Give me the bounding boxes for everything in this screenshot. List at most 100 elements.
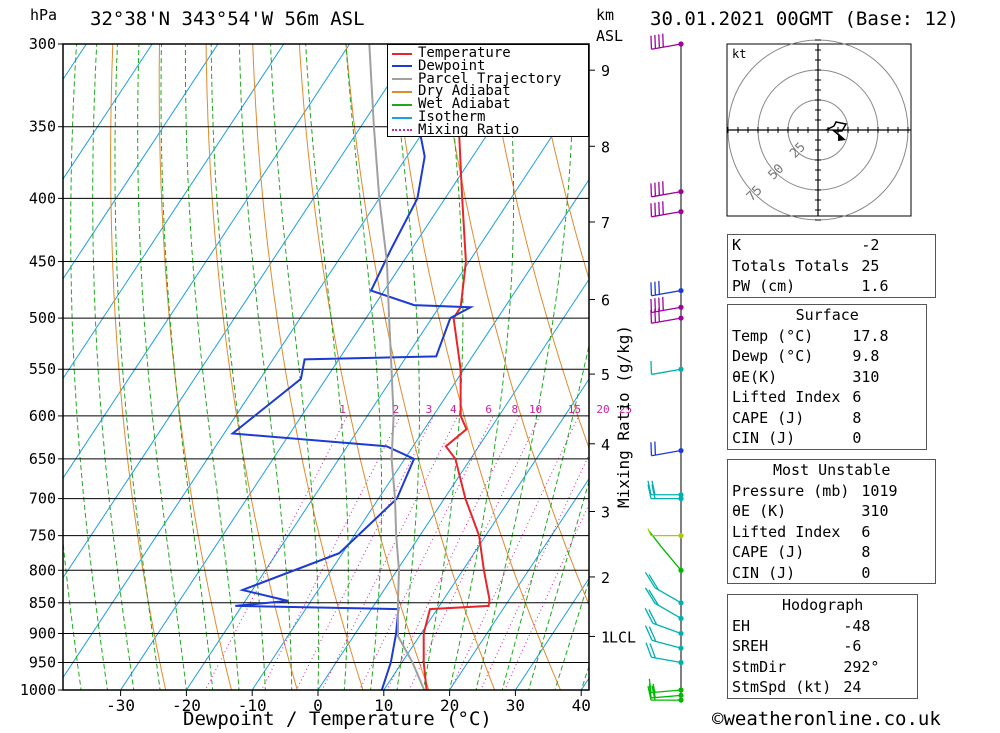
- dry-adiabat-line: [485, 44, 589, 450]
- isotherm-line: [251, 178, 589, 690]
- temperature-tick-label: 40: [572, 696, 591, 715]
- wet-adiabat-line: [501, 343, 589, 690]
- legend-label: Mixing Ratio: [418, 121, 520, 138]
- dry-adiabat-line: [345, 44, 496, 690]
- x-axis-label: Dewpoint / Temperature (°C): [183, 708, 492, 730]
- mixing-ratio-line: [295, 415, 434, 690]
- pressure-tick-label: 1000: [20, 681, 56, 699]
- wind-barb: [644, 571, 684, 606]
- wind-barb: [647, 528, 684, 539]
- mixing-ratio-label: 15: [568, 403, 581, 416]
- legend-entry: Isotherm: [392, 109, 486, 125]
- mixing-ratio-line: [386, 415, 520, 690]
- wind-barb: [650, 33, 684, 50]
- mixing-ratio-label: 2: [393, 403, 400, 416]
- km-tick-label: 3: [601, 503, 610, 521]
- isotherm-line: [514, 577, 589, 690]
- pressure-tick-label: 500: [29, 309, 56, 327]
- legend-swatch: [392, 129, 412, 132]
- pressure-tick-label: 750: [29, 527, 56, 545]
- wet-adiabat-line: [137, 44, 187, 690]
- dry-adiabat-line: [205, 44, 298, 690]
- wet-adiabat-line: [449, 44, 515, 690]
- series-dewpoint: [230, 44, 475, 690]
- wind-barb: [645, 642, 684, 666]
- km-tick-label: 1: [601, 628, 610, 646]
- dry-adiabat-line: [938, 7, 1000, 716]
- isotherm-line: [63, 44, 219, 280]
- copyright: ©weatheronline.co.uk: [712, 708, 941, 730]
- wind-barb: [650, 296, 684, 314]
- legend-swatch: [392, 52, 412, 55]
- legend-swatch: [392, 116, 412, 119]
- surface-table: Surface Temp (°C) 17.8 Dewp (°C) 9.8 θE(K)…: [727, 304, 928, 450]
- legend-label: Temperature: [418, 45, 511, 61]
- wet-adiabat-line: [391, 44, 420, 690]
- legend-label: Dewpoint: [418, 57, 486, 74]
- location-title: 32°38'N 343°54'W 56m ASL: [90, 8, 365, 30]
- wind-barb: [650, 360, 684, 376]
- lcl-label: LCL: [609, 628, 636, 646]
- pressure-tick-label: 800: [29, 561, 56, 579]
- series-parcel-trajectory: [368, 44, 426, 690]
- km-tick-label: 2: [601, 569, 610, 587]
- dry-adiabat-line: [531, 44, 589, 281]
- wind-barb: [648, 678, 684, 694]
- km-tick-label: 5: [601, 366, 610, 384]
- isotherm-line: [317, 278, 589, 690]
- mixing-ratio-line: [504, 503, 589, 690]
- legend-swatch: [392, 78, 412, 81]
- pressure-tick-label: 600: [29, 407, 56, 425]
- legend-entry: Temperature: [392, 45, 511, 61]
- legend-label: Isotherm: [418, 109, 486, 125]
- mixing-ratio-line: [260, 415, 401, 690]
- isotherm-line: [383, 378, 589, 690]
- index-row-totals: Totals Totals 25: [732, 256, 880, 275]
- dry-adiabat-line: [158, 44, 233, 690]
- pressure-tick-label: 650: [29, 450, 56, 468]
- index-row-pw: PW (cm) 1.6: [732, 277, 889, 296]
- wind-barb: [644, 607, 684, 637]
- dry-adiabat-line: [983, 7, 1000, 716]
- series-temperature: [422, 44, 491, 690]
- wet-adiabat-line: [554, 579, 589, 690]
- dry-adiabat-line: [438, 44, 589, 607]
- wet-adiabat-line: [528, 479, 589, 690]
- pressure-tick-label: 550: [29, 360, 56, 378]
- wind-barb: [650, 201, 684, 218]
- legend: Temperature Dewpoint Parcel Trajectory Dry …: [387, 44, 589, 137]
- pressure-tick-label: 850: [29, 594, 56, 612]
- wet-adiabat-line: [345, 44, 383, 690]
- wet-adiabat-line: [305, 44, 349, 690]
- isotherm-line: [63, 44, 351, 480]
- legend-label: Dry Adiabat: [418, 83, 511, 100]
- wind-barb: [647, 484, 684, 502]
- pressure-tick-label: 350: [29, 118, 56, 136]
- hodograph-title: Hodograph: [782, 596, 864, 615]
- dry-adiabat-line: [252, 44, 364, 690]
- km-tick-label: 8: [601, 138, 610, 156]
- storm-motion-arrow: [838, 133, 846, 141]
- temperature-tick-label: -20: [172, 696, 201, 715]
- km-tick-label: 6: [601, 292, 610, 310]
- dry-adiabat-line: [392, 44, 562, 690]
- wind-barb: [644, 587, 684, 621]
- pressure-tick-label: 400: [29, 189, 56, 207]
- mixing-ratio-label: 3: [426, 403, 433, 416]
- indices-general-table: K -2 Totals Totals 25 PW (cm) 1.6: [727, 234, 937, 298]
- legend-label: Parcel Trajectory: [418, 70, 562, 87]
- isotherm-line: [63, 44, 153, 180]
- most-unstable-title: Most Unstable: [773, 461, 891, 480]
- mixing-ratio-label: 4: [450, 403, 457, 416]
- temperature-tick-label: 10: [374, 696, 393, 715]
- wet-adiabat-line: [475, 44, 574, 690]
- wet-adiabat-line: [92, 44, 135, 690]
- pressure-tick-label: 450: [29, 253, 56, 271]
- km-tick-label: 9: [601, 62, 610, 80]
- temperature-tick-label: -10: [238, 696, 267, 715]
- surface-title: Surface: [795, 306, 859, 325]
- temperature-tick-label: 20: [440, 696, 459, 715]
- hodograph-trace: [825, 121, 848, 137]
- wind-barb: [650, 181, 684, 198]
